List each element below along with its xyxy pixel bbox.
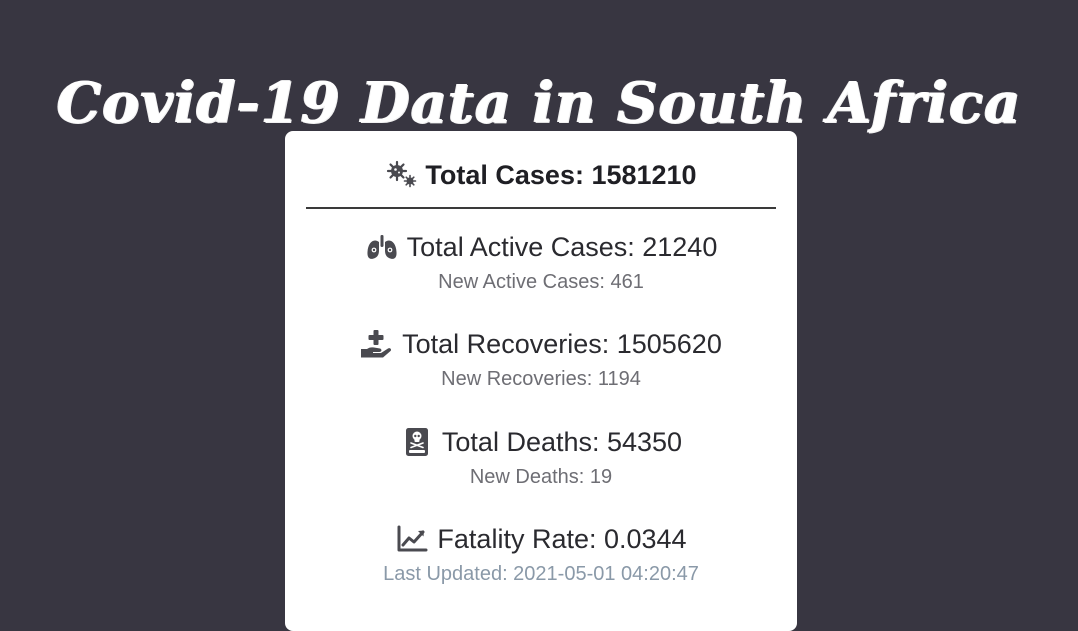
recoveries-stat: Total Recoveries: 1505620 New Recoveries… [285,326,797,392]
page-title: Covid-19 Data in South Africa [56,69,1022,136]
fatality-rate-label: Fatality Rate: 0.0344 [437,523,687,554]
lungs-virus-icon [365,232,399,262]
active-cases-stat: Total Active Cases: 21240 New Active Cas… [285,229,797,295]
active-cases-label: Total Active Cases: 21240 [406,231,718,262]
hand-holding-medical-icon [360,329,394,359]
total-cases-label: Total Cases: 1581210 [425,159,697,190]
virus-icon [385,160,419,190]
new-active-cases-label: New Active Cases: 461 [438,271,644,293]
new-recoveries-label: New Recoveries: 1194 [441,368,641,390]
deaths-stat: Total Deaths: 54350 New Deaths: 19 [285,424,797,490]
new-deaths-label: New Deaths: 19 [469,466,613,488]
fatality-rate-stat: Fatality Rate: 0.0344 Last Updated: 2021… [285,521,797,587]
divider [306,207,776,209]
last-updated-label: Last Updated: 2021-05-01 04:20:47 [383,563,699,585]
recoveries-label: Total Recoveries: 1505620 [402,328,722,359]
deaths-label: Total Deaths: 54350 [441,426,683,457]
stats-card: Total Cases: 1581210 [285,131,797,631]
chart-line-icon [395,524,429,554]
book-skull-icon [400,427,434,457]
total-cases-row: Total Cases: 1581210 [285,155,797,195]
